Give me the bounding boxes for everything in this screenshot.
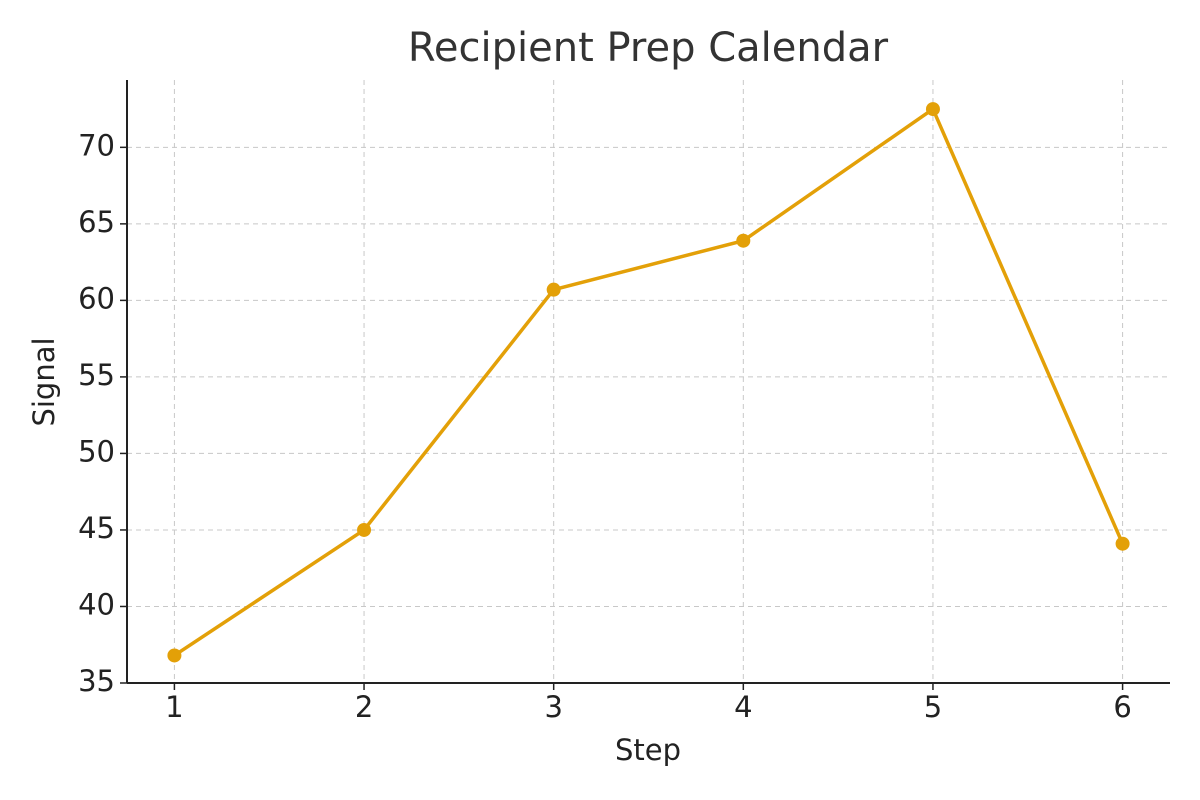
point <box>1115 536 1130 551</box>
point <box>925 102 940 117</box>
y-axis-label: Signal <box>27 337 61 426</box>
y-tick-label: 45 <box>78 511 115 545</box>
y-tick-label: 50 <box>78 434 115 468</box>
x-axis-label: Step <box>615 733 681 767</box>
y-tick-label: 60 <box>78 281 115 315</box>
y-tick-label: 55 <box>78 358 115 392</box>
x-tick-label: 1 <box>165 690 183 724</box>
point <box>546 282 561 297</box>
x-tick-label: 2 <box>355 690 373 724</box>
chart-title: Recipient Prep Calendar <box>408 25 889 71</box>
point <box>736 233 751 248</box>
y-tick-label: 35 <box>78 664 115 698</box>
x-tick-label: 3 <box>544 690 562 724</box>
x-tick-label: 5 <box>924 690 942 724</box>
x-tick-label: 4 <box>734 690 752 724</box>
line <box>173 106 1125 657</box>
point <box>357 522 372 537</box>
y-tick-label: 40 <box>78 587 115 621</box>
y-tick-label: 70 <box>78 128 115 162</box>
y-tick-label: 65 <box>78 205 115 239</box>
x-tick-label: 6 <box>1113 690 1131 724</box>
point <box>167 648 182 663</box>
